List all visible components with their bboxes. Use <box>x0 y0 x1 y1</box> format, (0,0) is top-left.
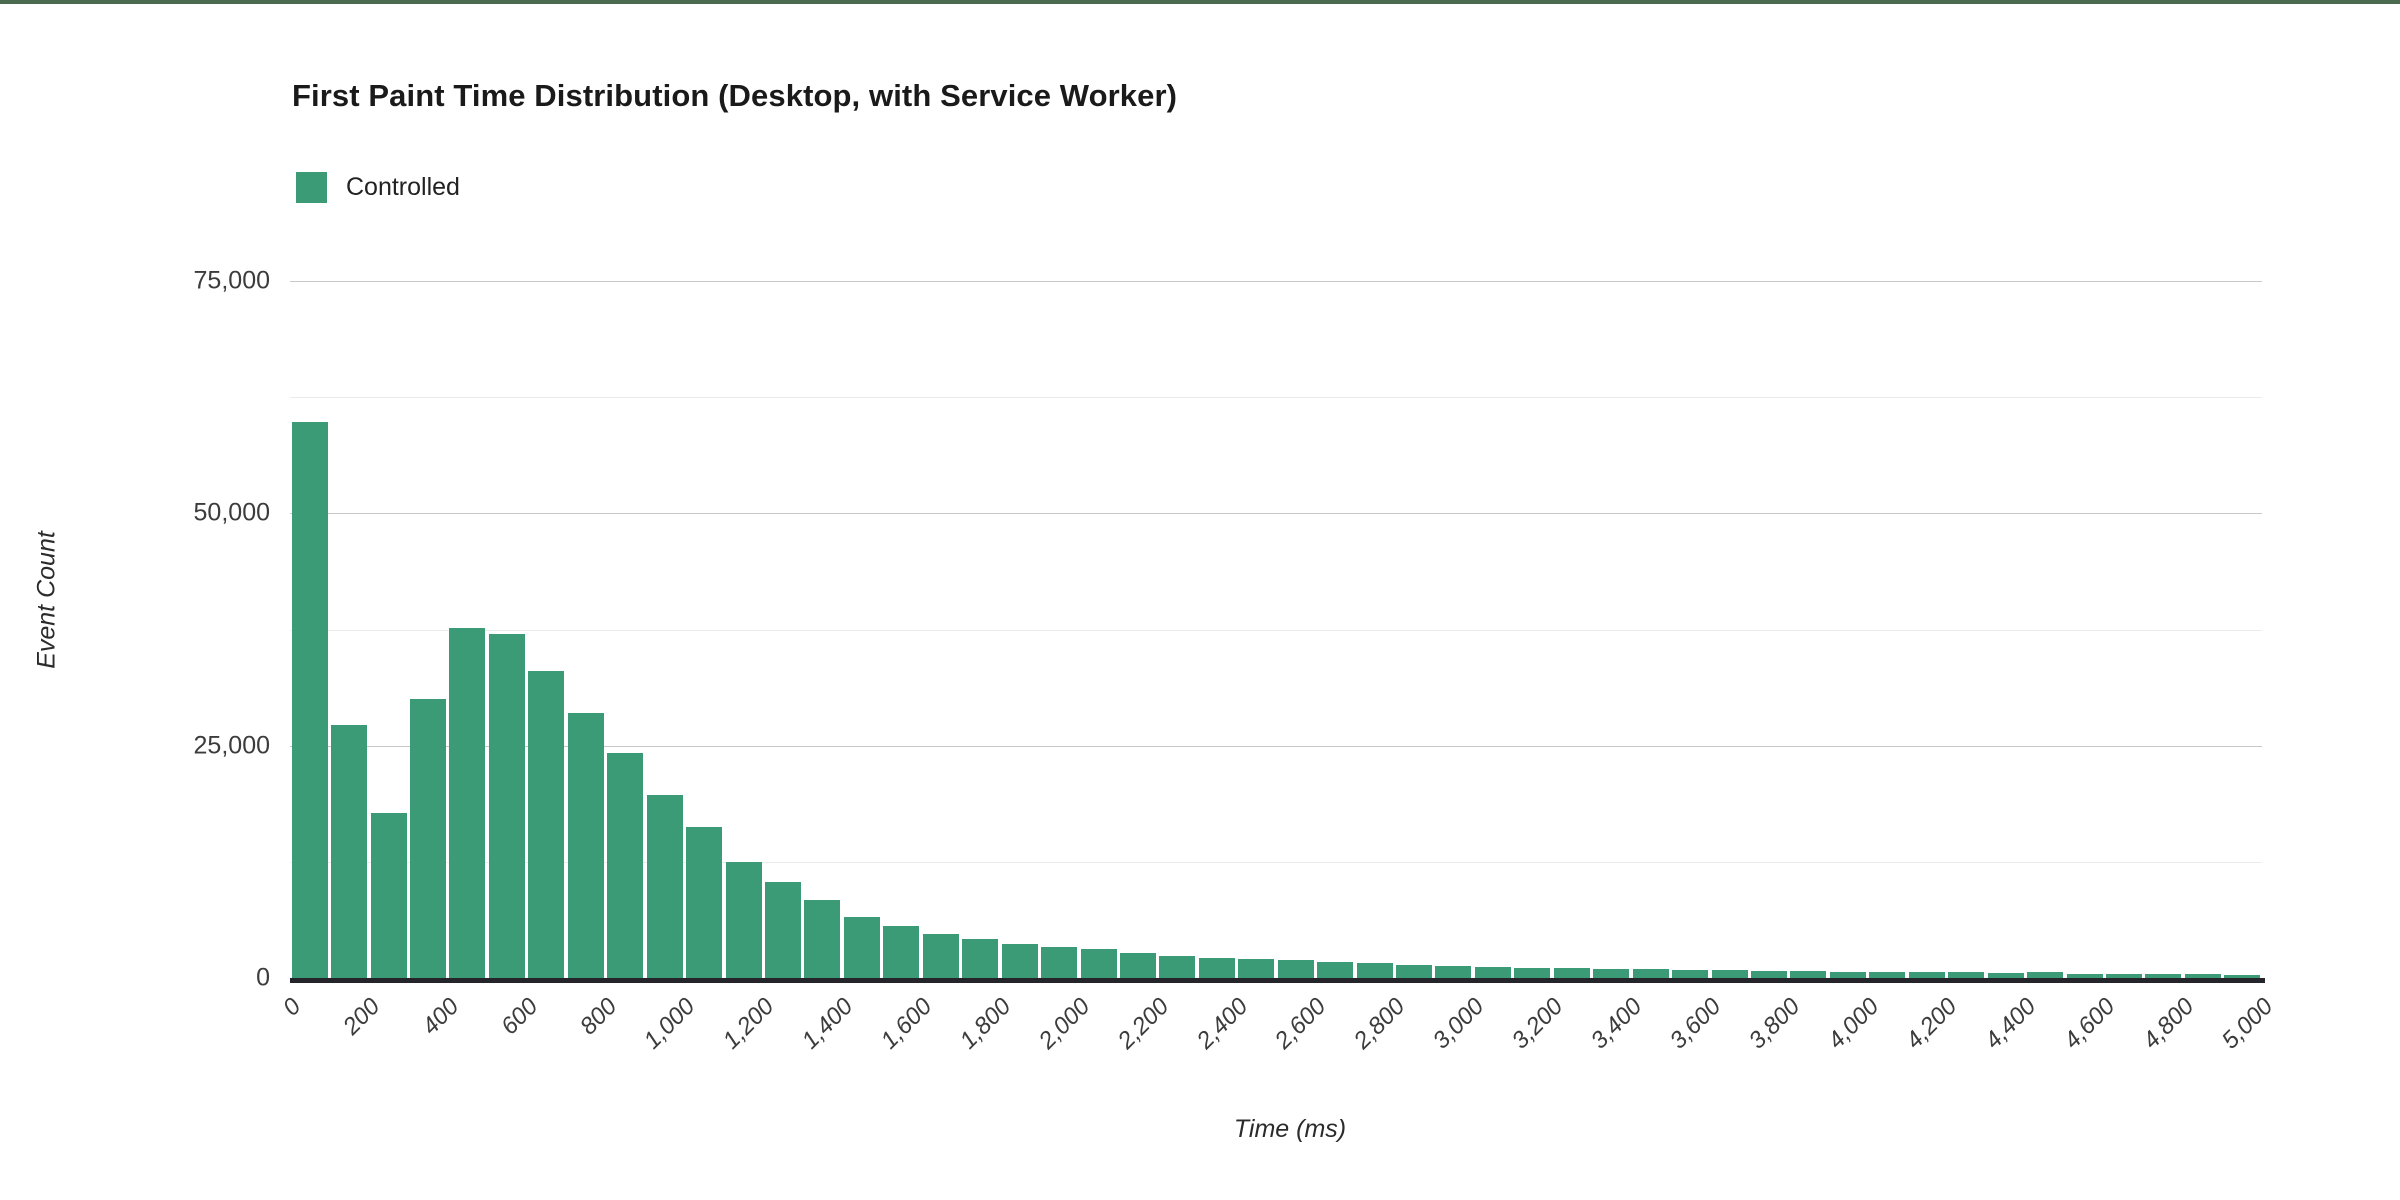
bar[interactable] <box>1632 969 1669 978</box>
bar[interactable] <box>1396 965 1433 978</box>
bar[interactable] <box>1001 943 1038 978</box>
x-tick-label: 4,000 <box>1822 992 1884 1055</box>
y-axis-title: Event Count <box>32 531 61 669</box>
bar[interactable] <box>765 882 801 978</box>
x-tick-label: 1,600 <box>875 992 938 1055</box>
x-tick-label: 4,600 <box>2058 992 2121 1055</box>
x-tick-label: 3,000 <box>1427 992 1490 1055</box>
x-axis-title: Time (ms) <box>1233 1115 1347 1143</box>
gridline-12500 <box>290 861 2262 863</box>
bar[interactable] <box>922 934 959 978</box>
bar[interactable] <box>1119 952 1156 978</box>
x-tick-label: 2,000 <box>1033 992 1096 1055</box>
bar[interactable] <box>2224 974 2261 978</box>
bar[interactable] <box>1435 965 1472 978</box>
top-border-rule <box>0 0 2400 4</box>
bar[interactable] <box>1356 963 1393 978</box>
x-axis-line <box>290 978 2265 983</box>
bar[interactable] <box>370 812 407 978</box>
bar[interactable] <box>2145 974 2182 978</box>
bar[interactable] <box>1593 968 1630 978</box>
bar[interactable] <box>962 938 999 978</box>
gridline-50000 <box>290 513 2262 515</box>
bar[interactable] <box>1317 962 1354 978</box>
bar[interactable] <box>1080 949 1117 978</box>
y-tick-label: 0 <box>256 963 270 992</box>
bar[interactable] <box>449 627 486 978</box>
bar[interactable] <box>1711 970 1748 978</box>
x-tick-label: 5,000 <box>2216 992 2279 1055</box>
bar[interactable] <box>1277 960 1314 978</box>
bar[interactable] <box>488 634 525 978</box>
bar[interactable] <box>331 725 368 978</box>
x-tick-label: 2,400 <box>1191 992 1253 1055</box>
x-tick-label: 1,200 <box>717 992 780 1055</box>
bar[interactable] <box>1869 971 1906 978</box>
x-tick-label: 3,200 <box>1506 992 1569 1055</box>
gridline-37500 <box>290 629 2262 631</box>
chart-legend: Controlled <box>296 172 460 203</box>
bar[interactable] <box>1829 971 1866 978</box>
bar[interactable] <box>2066 973 2103 978</box>
x-tick-label: 4,200 <box>1901 992 1963 1055</box>
gridline-25000 <box>290 745 2262 747</box>
bar[interactable] <box>686 827 723 978</box>
bar[interactable] <box>843 916 880 978</box>
x-axis-tick-labels: 0 200 400 600 800 1,000 1,200 1,400 1,600 1,800 2,… <box>278 990 2279 1100</box>
x-tick-label: 4,800 <box>2137 992 2200 1055</box>
bar[interactable] <box>1198 957 1235 978</box>
bar[interactable] <box>1751 970 1787 978</box>
bar[interactable] <box>1987 972 2024 978</box>
y-tick-label: 75,000 <box>193 266 270 295</box>
bar[interactable] <box>883 925 920 978</box>
x-tick-label: 3,800 <box>1743 992 1805 1055</box>
y-tick-label: 25,000 <box>193 731 270 760</box>
x-tick-label: 2,200 <box>1112 992 1174 1055</box>
x-tick-label: 400 <box>416 992 465 1041</box>
bar[interactable] <box>2184 974 2221 978</box>
bar[interactable] <box>1474 966 1511 978</box>
x-tick-label: 3,600 <box>1664 992 1727 1055</box>
bar[interactable] <box>1908 972 1945 978</box>
legend-label-controlled: Controlled <box>346 173 460 201</box>
bar[interactable] <box>1948 972 1985 978</box>
bar[interactable] <box>2105 974 2142 978</box>
bar[interactable] <box>1041 947 1078 978</box>
bar[interactable] <box>804 899 841 978</box>
bar[interactable] <box>1672 969 1709 978</box>
y-axis-tick-labels: 0 25,000 50,000 75,000 <box>0 0 270 1200</box>
y-tick-label: 50,000 <box>193 498 270 527</box>
bar[interactable] <box>2027 971 2064 978</box>
x-tick-label: 1,000 <box>639 992 701 1055</box>
bar[interactable] <box>1790 971 1827 978</box>
x-tick-label: 600 <box>495 992 543 1041</box>
x-tick-label: 1,800 <box>954 992 1017 1055</box>
plot-area <box>290 281 2262 978</box>
chart-title: First Paint Time Distribution (Desktop, … <box>292 78 1178 113</box>
bar[interactable] <box>528 671 565 978</box>
x-tick-label: 1,400 <box>796 992 859 1055</box>
bar[interactable] <box>291 422 328 978</box>
x-tick-label: 4,400 <box>1980 992 2042 1055</box>
bar-series-controlled <box>290 281 2262 978</box>
bar[interactable] <box>1514 967 1551 978</box>
bar[interactable] <box>410 699 447 978</box>
gridline-75000 <box>290 281 2262 282</box>
x-tick-label: 800 <box>574 992 622 1041</box>
bar[interactable] <box>646 794 683 978</box>
bar[interactable] <box>567 713 604 978</box>
x-tick-label: 3,400 <box>1585 992 1648 1055</box>
bar[interactable] <box>607 753 644 978</box>
bar[interactable] <box>1159 955 1196 978</box>
bar[interactable] <box>1238 959 1275 978</box>
gridline-62500 <box>290 397 2262 399</box>
bar[interactable] <box>1553 968 1590 978</box>
bar[interactable] <box>725 861 762 978</box>
legend-swatch-controlled <box>296 172 327 203</box>
